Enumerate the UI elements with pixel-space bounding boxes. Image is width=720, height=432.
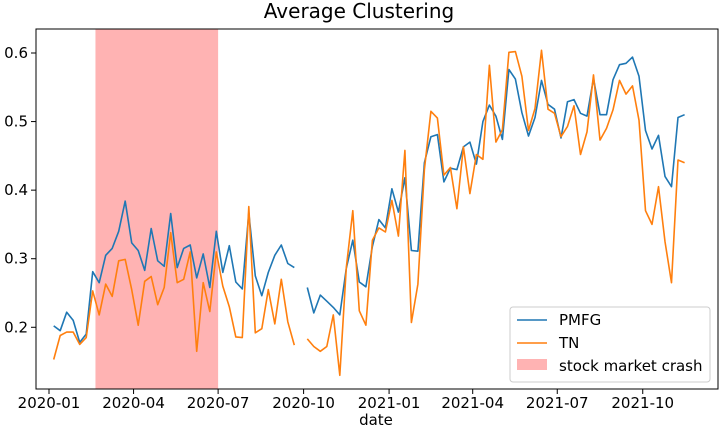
x-axis-label: date	[359, 411, 393, 429]
x-tick-label: 2020-01	[18, 394, 81, 412]
legend-label-pmfg: PMFG	[559, 311, 601, 329]
series-tn	[52, 49, 685, 377]
x-tick-label: 2021-07	[526, 394, 589, 412]
y-tick-label: 0.2	[4, 318, 28, 336]
y-axis: 0.2 0.3 0.4 0.5 0.6	[4, 44, 36, 336]
legend-label-crash: stock market crash	[559, 357, 703, 375]
legend-label-tn: TN	[558, 334, 579, 352]
shaded-region	[95, 29, 219, 389]
x-tick-label: 2021-01	[358, 394, 421, 412]
x-tick-label: 2020-04	[102, 394, 165, 412]
legend: PMFG TN stock market crash	[509, 306, 711, 383]
series-line-pmfg-0	[53, 200, 295, 344]
x-tick-label: 2020-10	[272, 394, 335, 412]
series-line-pmfg-1	[306, 56, 685, 316]
x-axis: 2020-01 2020-04 2020-07 2020-10 2021-01 2021-…	[18, 389, 674, 412]
plot-frame	[35, 28, 719, 390]
x-tick-label: 2020-07	[187, 394, 250, 412]
series-layer	[52, 49, 685, 377]
x-tick-label: 2021-10	[611, 394, 674, 412]
series-line-tn-1	[306, 49, 685, 377]
y-tick-label: 0.4	[4, 181, 28, 199]
chart-title: Average Clustering	[264, 0, 454, 23]
shaded-region-layer	[95, 29, 219, 389]
y-tick-label: 0.6	[4, 44, 28, 62]
x-tick-label: 2021-04	[441, 394, 504, 412]
y-tick-label: 0.3	[4, 250, 28, 268]
legend-box	[509, 306, 711, 383]
series-line-tn-0	[52, 205, 296, 360]
y-tick-label: 0.5	[4, 113, 28, 131]
legend-swatch-crash	[517, 359, 547, 370]
